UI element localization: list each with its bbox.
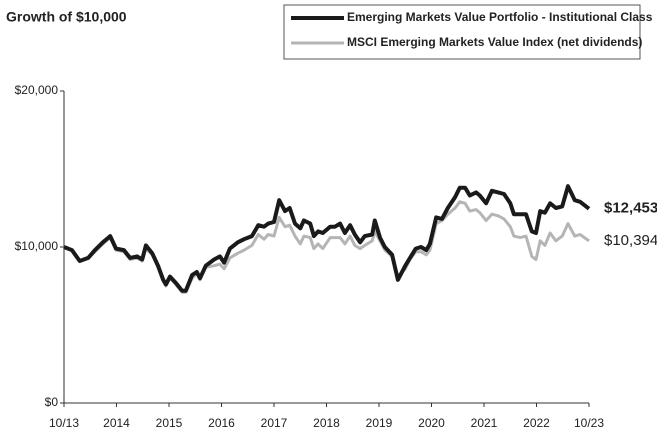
x-tick-label: 2022: [523, 416, 550, 430]
x-tick-label: 2020: [418, 416, 445, 430]
x-tick-label: 10/13: [49, 416, 79, 430]
x-tick-label: 2019: [366, 416, 393, 430]
legend-label: MSCI Emerging Markets Value Index (net d…: [347, 35, 642, 49]
x-tick-label: 2014: [103, 416, 130, 430]
x-tick-label: 2021: [471, 416, 498, 430]
x-tick-label: 2015: [156, 416, 183, 430]
x-tick-label: 2016: [208, 416, 235, 430]
x-tick-label: 10/23: [574, 416, 604, 430]
y-tick-label: $20,000: [15, 83, 59, 97]
series-line: [63, 184, 591, 293]
y-tick-label: $0: [45, 395, 59, 409]
legend-label: Emerging Markets Value Portfolio - Insti…: [347, 10, 653, 24]
y-tick-label: $10,000: [15, 239, 59, 253]
legend-box: [283, 4, 641, 60]
end-label: $12,453: [604, 200, 657, 217]
x-tick-label: 2017: [261, 416, 288, 430]
x-tick-label: 2018: [313, 416, 340, 430]
chart-title: Growth of $10,000: [6, 9, 127, 25]
series-line: [63, 200, 590, 294]
end-label: $10,394: [604, 232, 657, 249]
